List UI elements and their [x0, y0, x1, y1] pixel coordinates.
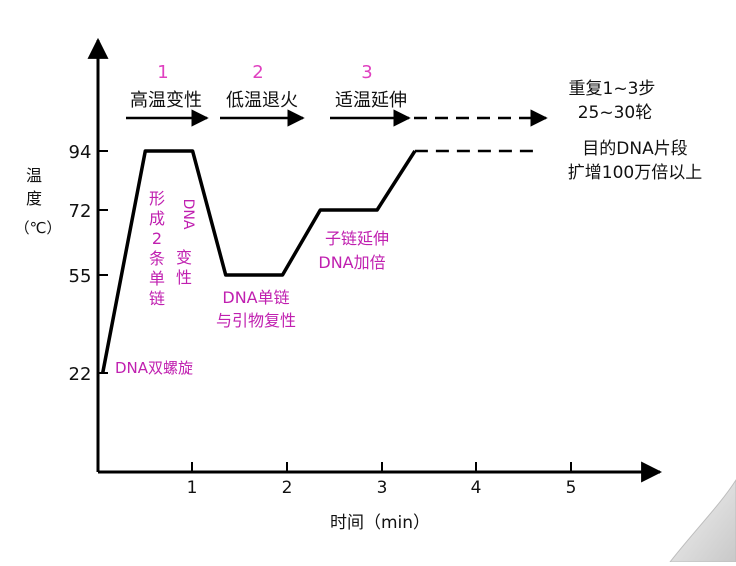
annotation-form-char-3: 2 [152, 229, 162, 248]
step-3: 3 适温延伸 [330, 62, 411, 127]
step-3-label: 适温延伸 [335, 90, 407, 111]
y-ticks: 94 72 55 22 [69, 142, 108, 385]
y-tick-label-72: 72 [69, 201, 92, 222]
result-note-line-2: 扩增100万倍以上 [568, 163, 702, 183]
annotation-daughter-extension-line-1: 子链延伸 [325, 229, 389, 248]
x-tick-label-2: 2 [282, 478, 293, 498]
step-2-number: 2 [252, 62, 263, 83]
y-axis-label-line-2: 度 [26, 189, 42, 208]
x-tick-label-4: 4 [471, 478, 482, 498]
annotation-denat-dna: DNA [180, 199, 196, 230]
annotation-single-strand-line-1: DNA单链 [222, 288, 289, 307]
step-1-label: 高温变性 [130, 90, 202, 111]
annotation-form-char-4: 条 [149, 249, 165, 268]
annotation-denat-char-2: 性 [176, 268, 192, 287]
annotation-dna-denaturation: DNA 变 性 [176, 199, 196, 287]
y-tick-label-22: 22 [69, 364, 92, 385]
annotation-dna-double-helix: DNA双螺旋 [115, 359, 193, 377]
repeat-note-line-2: 25~30轮 [578, 103, 653, 123]
y-axis-label: 温 度 （℃） [15, 166, 62, 237]
result-note-line-1: 目的DNA片段 [582, 139, 687, 159]
page-curl [668, 479, 736, 563]
x-axis-label: 时间（min） [330, 513, 430, 533]
annotation-single-strand-line-2: 与引物复性 [216, 311, 296, 330]
annotation-form-char-6: 链 [149, 289, 165, 308]
y-tick-label-55: 55 [69, 266, 92, 287]
temperature-curve [100, 149, 417, 374]
step-1-number: 1 [157, 62, 168, 83]
x-ticks: 1 2 3 4 5 [187, 462, 577, 498]
annotation-form-char-2: 成 [149, 209, 165, 228]
annotation-form-char-1: 形 [149, 189, 165, 208]
step-2-label: 低温退火 [226, 90, 298, 111]
x-tick-label-3: 3 [377, 478, 388, 498]
annotation-form-two-strands: 形 成 2 条 单 链 [149, 189, 165, 308]
annotation-daughter-extension-line-2: DNA加倍 [318, 253, 385, 272]
x-tick-label-5: 5 [566, 478, 577, 498]
annotation-form-char-5: 单 [149, 269, 165, 288]
step-2: 2 低温退火 [220, 62, 305, 127]
y-axis-label-line-1: 温 [26, 166, 42, 185]
repeat-note-line-1: 重复1~3步 [569, 79, 656, 99]
x-tick-label-1: 1 [187, 478, 198, 498]
y-axis-label-line-3: （℃） [15, 219, 62, 237]
step-3-number: 3 [361, 62, 372, 83]
annotation-denat-char-1: 变 [176, 248, 192, 267]
step-1: 1 高温变性 [126, 62, 209, 127]
y-tick-label-94: 94 [69, 142, 92, 163]
